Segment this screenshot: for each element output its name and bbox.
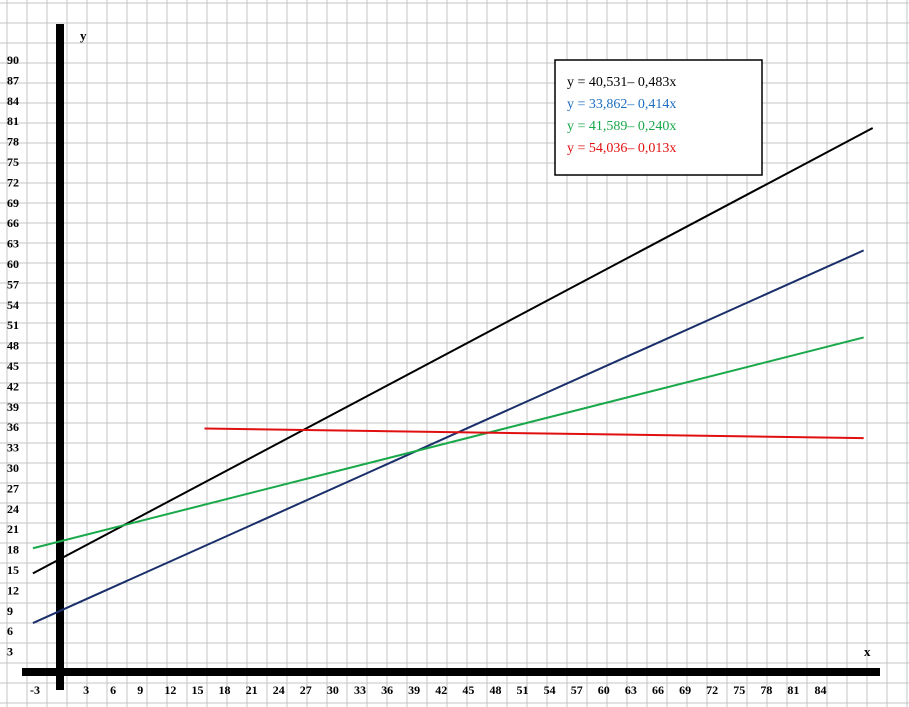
- x-tick-label: 6: [110, 683, 116, 697]
- y-tick-label: 24: [7, 502, 19, 516]
- y-tick-label: 60: [7, 257, 19, 271]
- y-axis-label: y: [80, 28, 87, 43]
- x-tick-label: 15: [191, 683, 203, 697]
- x-tick-label: 39: [408, 683, 420, 697]
- x-tick-label: 9: [137, 683, 143, 697]
- x-tick-label: 21: [246, 683, 258, 697]
- y-tick-label: 51: [7, 318, 19, 332]
- x-tick-label: 36: [381, 683, 393, 697]
- y-tick-label: 90: [7, 53, 19, 67]
- x-tick-label: 51: [517, 683, 529, 697]
- series-lines: [32, 127, 874, 624]
- y-tick-label: 87: [7, 73, 19, 87]
- y-tick-label: 63: [7, 237, 19, 251]
- y-tick-label: 54: [7, 298, 19, 312]
- x-tick-label: 33: [354, 683, 366, 697]
- y-tick-label: 18: [7, 543, 19, 557]
- x-tick-label: 72: [706, 683, 718, 697]
- y-tick-label: 33: [7, 441, 19, 455]
- legend-item-3: y = 41,589– 0,240x: [567, 119, 676, 134]
- legend-item-1: y = 40,531– 0,483x: [567, 75, 676, 90]
- x-tick-label: 84: [815, 683, 827, 697]
- legend-item-4: y = 54,036– 0,013x: [567, 141, 676, 156]
- series-line-4: [204, 427, 864, 440]
- y-tick-label: 3: [7, 645, 13, 659]
- y-tick-label: 81: [7, 114, 19, 128]
- series-line-3: [32, 336, 864, 550]
- x-tick-label: 3: [83, 683, 89, 697]
- y-tick-label: 48: [7, 339, 19, 353]
- y-tick-label: 69: [7, 196, 19, 210]
- axes: [22, 24, 880, 690]
- x-tick-label: 48: [489, 683, 501, 697]
- x-tick-label: 18: [219, 683, 231, 697]
- legend-box: [554, 59, 763, 176]
- x-tick-label: 54: [544, 683, 556, 697]
- x-tick-label: 27: [300, 683, 312, 697]
- x-tick-label: 42: [435, 683, 447, 697]
- y-tick-label: 66: [7, 216, 19, 230]
- x-tick-label: 81: [787, 683, 799, 697]
- x-tick-label: 66: [652, 683, 664, 697]
- x-tick-label: 75: [733, 683, 745, 697]
- y-tick-label: 15: [7, 563, 19, 577]
- x-tick-label: 24: [273, 683, 285, 697]
- x-tick-label: 30: [327, 683, 339, 697]
- series-line-1: [32, 127, 874, 575]
- y-tick-labels: 3691215182124273033363942454851545760636…: [7, 53, 19, 659]
- y-tick-label: 84: [7, 94, 19, 108]
- x-tick-label: 63: [625, 683, 637, 697]
- x-axis-label: x: [864, 644, 871, 659]
- x-tick-label: 78: [760, 683, 772, 697]
- series-line-2: [32, 249, 865, 624]
- y-tick-label: 42: [7, 379, 19, 393]
- x-tick-label: 57: [571, 683, 583, 697]
- y-tick-label: 36: [7, 420, 19, 434]
- x-tick-labels: -3 3 6 9 12 15 18 21 24 27 30 33 36 39 42 45 48 51 54 57 60 6…: [30, 683, 827, 697]
- legend: y = 40,531– 0,483x y = 33,862– 0,414x y …: [554, 59, 763, 176]
- y-tick-label: 27: [7, 481, 19, 495]
- y-tick-label: 30: [7, 461, 19, 475]
- x-tick-label: 69: [679, 683, 691, 697]
- legend-item-2: y = 33,862– 0,414x: [567, 97, 676, 112]
- y-tick-label: 6: [7, 624, 13, 638]
- y-tick-label: 57: [7, 277, 19, 291]
- y-tick-label: 21: [7, 522, 19, 536]
- x-tick-label: 45: [462, 683, 474, 697]
- x-tick-label: 12: [164, 683, 176, 697]
- y-tick-label: 75: [7, 155, 19, 169]
- y-tick-label: 12: [7, 583, 19, 597]
- y-tick-label: 9: [7, 604, 13, 618]
- x-tick-label: -3: [30, 683, 40, 697]
- y-tick-label: 72: [7, 175, 19, 189]
- x-tick-label: 60: [598, 683, 610, 697]
- y-tick-label: 45: [7, 359, 19, 373]
- y-tick-label: 39: [7, 400, 19, 414]
- y-tick-label: 78: [7, 135, 19, 149]
